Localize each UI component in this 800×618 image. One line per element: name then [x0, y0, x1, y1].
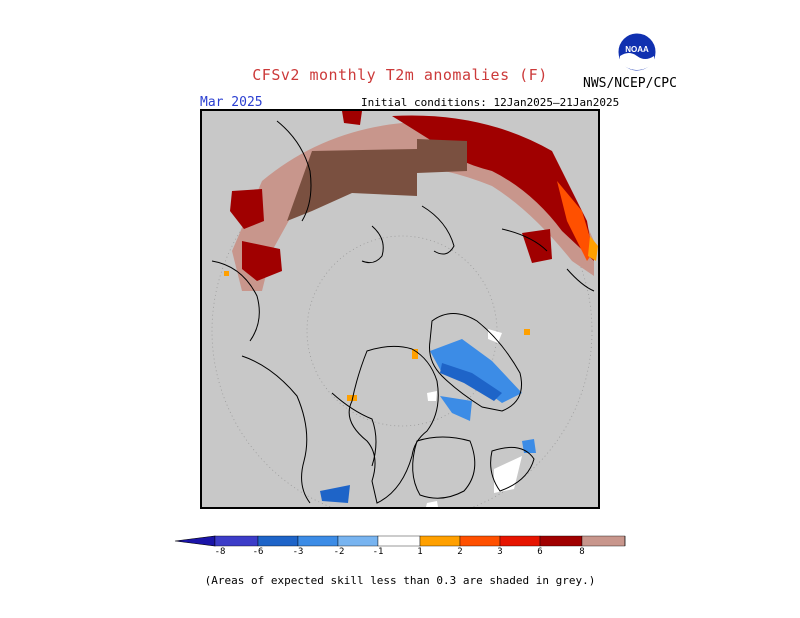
tick-label: -8 — [214, 547, 226, 557]
colorbar-bin — [257, 535, 299, 547]
tick-label: 1 — [417, 547, 423, 557]
colorbar-bin — [459, 535, 501, 547]
valid-month: Mar 2025 — [200, 95, 263, 110]
agency-label: NWS/NCEP/CPC — [583, 76, 677, 91]
colorbar-bin — [539, 535, 583, 547]
latitude-circles — [211, 140, 593, 507]
skill-footnote: (Areas of expected skill less than 0.3 a… — [204, 574, 596, 587]
tick-label: 3 — [497, 547, 503, 557]
colorbar-low-cap — [174, 535, 216, 547]
tick-label: 2 — [457, 547, 463, 557]
tick-label: -3 — [292, 547, 304, 557]
initial-conditions: Initial conditions: 12Jan2025–21Jan2025 — [361, 96, 620, 109]
cold-anomaly-regions — [320, 339, 536, 503]
colorbar-bin — [337, 535, 379, 547]
tick-label: 8 — [579, 547, 585, 557]
colorbar-bin — [499, 535, 541, 547]
tick-label: -6 — [252, 547, 264, 557]
colorbar-bin — [297, 535, 339, 547]
tick-label: 6 — [537, 547, 543, 557]
colorbar-bin — [214, 535, 259, 547]
coastlines — [211, 120, 595, 504]
tick-label: -1 — [372, 547, 384, 557]
colorbar-bin — [377, 535, 421, 547]
tick-label: -2 — [333, 547, 345, 557]
noaa-logo: NOAA — [617, 32, 657, 72]
colorbar-bin — [581, 535, 626, 547]
minor-warm-spots — [224, 271, 530, 401]
map-canvas — [211, 111, 598, 507]
logo-text: NOAA — [625, 45, 649, 54]
map-title: CFSv2 monthly T2m anomalies (F) — [252, 66, 548, 84]
colorbar-bin — [419, 535, 461, 547]
color-scale-bar — [174, 535, 626, 547]
warm-anomaly-regions — [230, 111, 598, 291]
polar-map — [200, 109, 600, 509]
